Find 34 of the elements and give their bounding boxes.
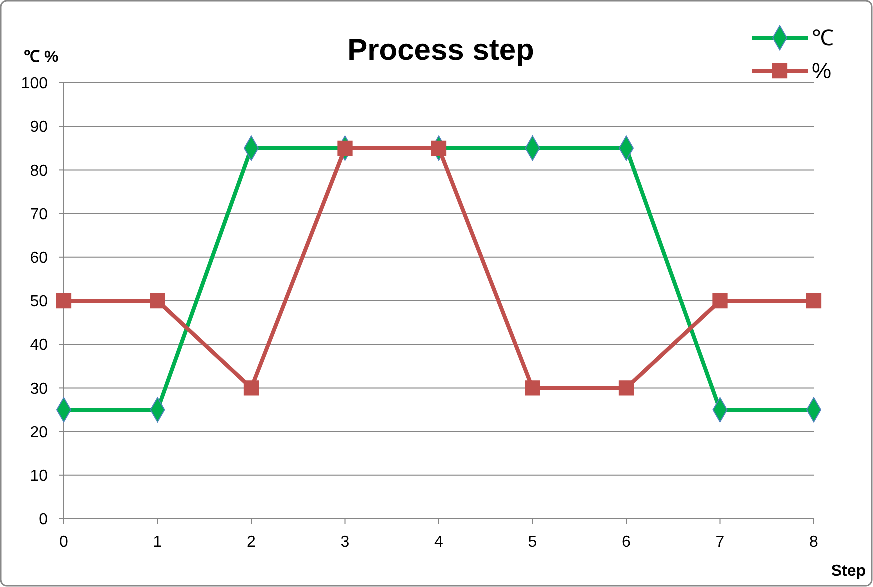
point [244, 380, 260, 396]
y-tick-label: 60 [30, 250, 48, 267]
y-tick-label: 50 [30, 294, 48, 311]
point [56, 293, 72, 309]
point [712, 293, 728, 309]
x-tick-label: 1 [153, 534, 162, 551]
chart-title: Process step [348, 34, 534, 67]
y-tick-label: 0 [39, 512, 48, 529]
legend-label: % [812, 58, 832, 84]
x-tick-label: 4 [434, 534, 444, 551]
y-tick-label: 30 [30, 380, 48, 398]
x-axis-title: Step [831, 563, 866, 580]
point [806, 293, 822, 309]
x-tick-label: 3 [340, 534, 350, 551]
y-tick-label: 80 [30, 162, 48, 180]
y-tick-label: 20 [30, 424, 48, 442]
x-tick-label: 8 [810, 534, 819, 551]
point [525, 380, 540, 396]
y-tick-label: 40 [30, 337, 48, 354]
x-tick-label: 7 [716, 534, 725, 551]
legend-label: ℃ [812, 26, 834, 51]
point [150, 293, 166, 309]
point [431, 140, 447, 156]
x-tick-label: 0 [60, 534, 69, 551]
y-tick-label: 70 [30, 206, 48, 224]
y-tick-label: 90 [30, 119, 48, 136]
y-tick-label: 100 [21, 76, 48, 93]
point [618, 380, 634, 396]
y-tick-label: 10 [30, 468, 48, 485]
x-tick-label: 5 [528, 534, 538, 551]
x-tick-label: 6 [622, 534, 632, 551]
point [338, 140, 353, 156]
x-tick-label: 2 [247, 534, 256, 551]
y-axis-title: ℃ % [24, 49, 59, 66]
